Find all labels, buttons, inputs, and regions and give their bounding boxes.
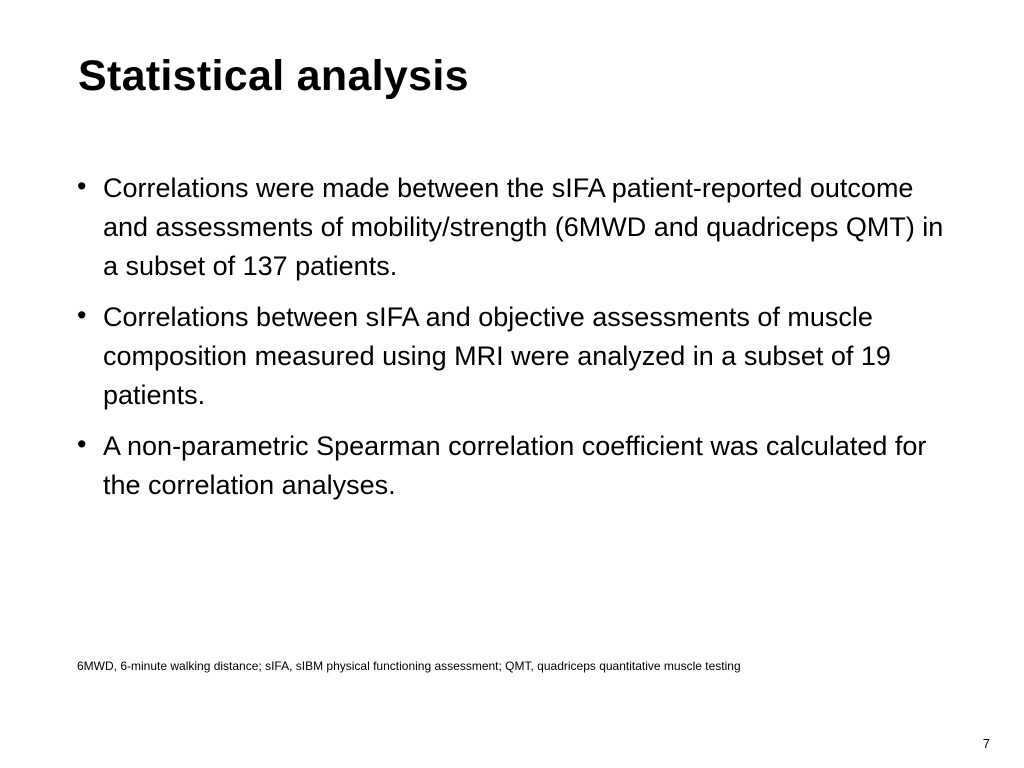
bullet-text: A non-parametric Spearman correlation co… (103, 431, 927, 500)
page-number: 7 (982, 736, 990, 751)
bullet-text: Correlations were made between the sIFA … (103, 173, 944, 281)
bullet-marker: • (77, 429, 87, 459)
bullet-marker: • (77, 300, 87, 330)
slide-title: Statistical analysis (78, 52, 469, 100)
bullet-item: • Correlations between sIFA and objectiv… (75, 298, 965, 415)
bullet-list: • Correlations were made between the sIF… (75, 169, 965, 505)
footnote: 6MWD, 6-minute walking distance; sIFA, s… (77, 659, 741, 673)
bullet-text: Correlations between sIFA and objective … (103, 302, 891, 410)
bullet-marker: • (77, 171, 87, 201)
bullet-item: • Correlations were made between the sIF… (75, 169, 965, 286)
bullet-item: • A non-parametric Spearman correlation … (75, 427, 965, 505)
